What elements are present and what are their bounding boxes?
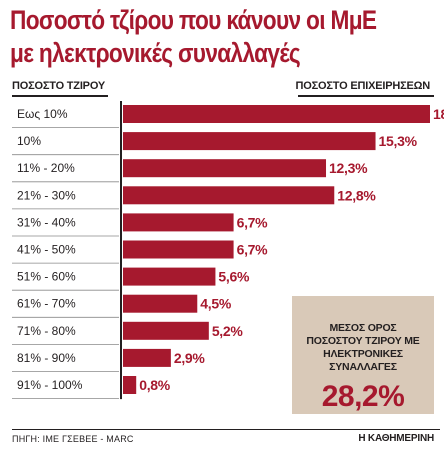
category-label: 71% - 80% — [17, 324, 76, 338]
value-label: 6,7% — [237, 214, 269, 230]
bar — [123, 267, 216, 286]
left-header-rule — [12, 95, 108, 97]
value-label: 12,8% — [337, 187, 376, 203]
bar — [123, 348, 171, 367]
title-line-1: Ποσοστό τζίρου που κάνουν οι ΜμΕ — [10, 5, 377, 35]
chart-title: Ποσοστό τζίρου που κάνουν οι ΜμΕ με ηλεκ… — [10, 4, 377, 70]
average-label: ΜΕΣΟΣ ΟΡΟΣ ΠΟΣΟΣΤΟΥ ΤΖΙΡΟΥ ΜΕ ΗΛΕΚΤΡΟΝΙΚ… — [306, 322, 420, 373]
value-label: 12,3% — [329, 160, 368, 176]
category-axis-header: ΠΟΣΟΣΤΟ ΤΖΙΡΟΥ — [12, 80, 106, 92]
value-label: 2,9% — [174, 350, 206, 366]
bar — [123, 186, 335, 205]
category-label: 51% - 60% — [17, 270, 76, 284]
category-label: 10% — [17, 134, 41, 148]
bar — [123, 132, 376, 151]
category-label: 31% - 40% — [17, 215, 76, 229]
value-label: 0,8% — [139, 377, 171, 393]
title-line-2: με ηλεκτρονικές συναλλαγές — [10, 38, 301, 68]
footer-rule — [12, 429, 440, 430]
category-label: 41% - 50% — [17, 243, 76, 257]
bar — [123, 376, 137, 394]
value-label: 15,3% — [379, 133, 418, 149]
category-label: 61% - 70% — [17, 297, 76, 311]
source-note: ΠΗΓΗ: ΙΜΕ ΓΣΕΒΕΕ - MARC — [12, 434, 134, 444]
bar — [123, 213, 234, 232]
publisher-brand: Η ΚΑΘΗΜΕΡΙΝΗ — [358, 433, 434, 444]
category-label: 91% - 100% — [17, 378, 83, 392]
bar — [123, 294, 198, 313]
value-axis-header: ΠΟΣΟΣΤΟ ΕΠΙΧΕΙΡΗΣΕΩΝ — [295, 80, 431, 92]
bar — [123, 105, 430, 123]
category-label: 21% - 30% — [17, 188, 76, 202]
bar — [123, 321, 209, 340]
value-label: 6,7% — [237, 242, 269, 258]
value-label: 5,2% — [212, 323, 244, 339]
category-label: 11% - 20% — [17, 161, 75, 175]
category-label: 81% - 90% — [17, 351, 76, 365]
value-label: 4,5% — [200, 296, 232, 312]
value-label: 18,6% — [433, 106, 444, 122]
bar — [123, 240, 234, 259]
right-header-rule — [298, 95, 434, 97]
value-label: 5,6% — [218, 269, 250, 285]
bar — [123, 159, 327, 178]
average-box: ΜΕΣΟΣ ΟΡΟΣ ΠΟΣΟΣΤΟΥ ΤΖΙΡΟΥ ΜΕ ΗΛΕΚΤΡΟΝΙΚ… — [292, 296, 434, 414]
average-value: 28,2% — [321, 380, 405, 413]
category-label: Εως 10% — [17, 107, 68, 121]
